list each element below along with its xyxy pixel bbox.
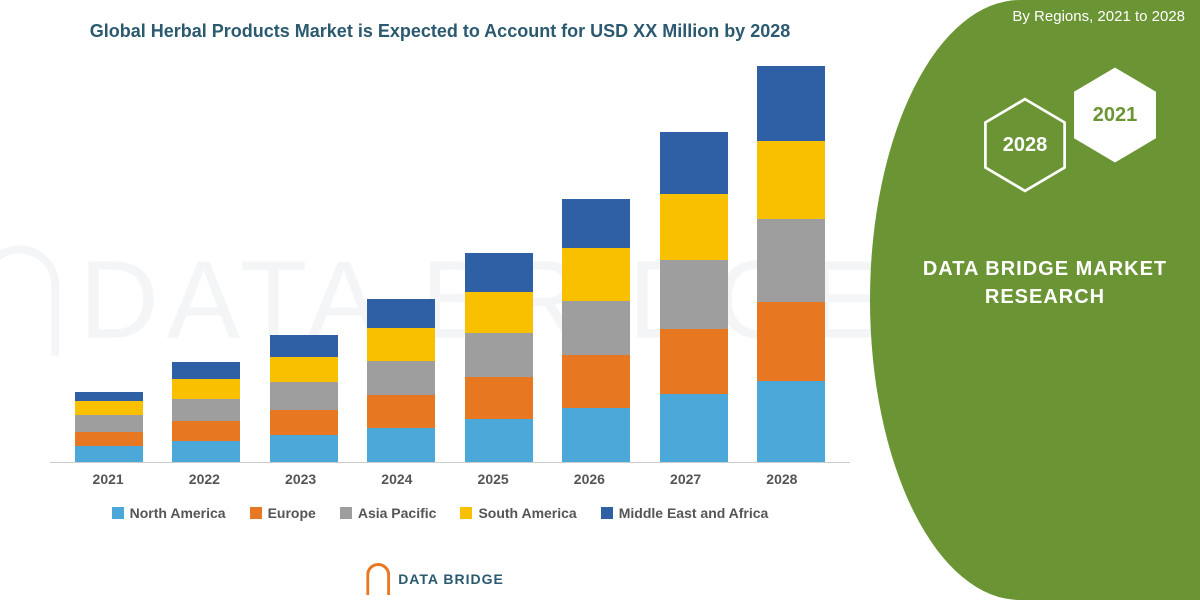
- right-panel-subtitle: By Regions, 2021 to 2028: [1012, 8, 1185, 25]
- legend-item: Middle East and Africa: [601, 505, 769, 521]
- bar-column: [660, 63, 728, 462]
- bars-container: [50, 63, 850, 462]
- bar-segment: [367, 361, 435, 396]
- x-axis-label: 2023: [267, 471, 335, 487]
- bar-column: [562, 63, 630, 462]
- bar-segment: [270, 357, 338, 382]
- bar-segment: [270, 335, 338, 357]
- bar-column: [172, 63, 240, 462]
- bar-segment: [465, 419, 533, 463]
- hexagon-2021: 2021: [1070, 65, 1160, 165]
- legend-label: Europe: [268, 505, 316, 521]
- hexagon-2028-icon: [980, 95, 1070, 195]
- right-panel: By Regions, 2021 to 2028 2028 2021 DATA …: [870, 0, 1200, 600]
- bar-segment: [757, 66, 825, 141]
- legend-item: South America: [460, 505, 576, 521]
- legend-label: Middle East and Africa: [619, 505, 769, 521]
- x-axis-label: 2028: [748, 471, 816, 487]
- bar-segment: [75, 415, 143, 431]
- hexagon-2021-label: 2021: [1093, 104, 1138, 127]
- bar-column: [757, 63, 825, 462]
- legend-swatch-icon: [460, 507, 472, 519]
- chart-legend: North America Europe Asia Pacific South Ame…: [40, 505, 840, 521]
- bar-segment: [270, 410, 338, 435]
- bar-segment: [465, 253, 533, 291]
- bar-segment: [172, 362, 240, 378]
- footer-logo-text: DATA BRIDGE: [398, 571, 504, 587]
- legend-item: Asia Pacific: [340, 505, 437, 521]
- bar-segment: [757, 141, 825, 219]
- legend-swatch-icon: [250, 507, 262, 519]
- bar-segment: [465, 292, 533, 334]
- bar-segment: [75, 446, 143, 462]
- chart-plot-area: [50, 63, 850, 463]
- bar-segment: [172, 441, 240, 463]
- legend-item: North America: [112, 505, 226, 521]
- bar-segment: [562, 301, 630, 356]
- bar-segment: [367, 328, 435, 361]
- chart-title: Global Herbal Products Market is Expecte…: [40, 20, 840, 43]
- hexagon-badges: 2028 2021: [980, 65, 1160, 205]
- x-axis-label: 2021: [74, 471, 142, 487]
- bar-segment: [660, 329, 728, 394]
- bar-segment: [562, 248, 630, 301]
- bar-segment: [660, 394, 728, 462]
- x-axis-label: 2024: [363, 471, 431, 487]
- bar-segment: [270, 382, 338, 409]
- brand-text: DATA BRIDGE MARKET RESEARCH: [920, 255, 1170, 311]
- legend-swatch-icon: [112, 507, 124, 519]
- bar-segment: [367, 395, 435, 428]
- bar-segment: [367, 428, 435, 463]
- footer-logo: DATA BRIDGE: [366, 563, 504, 595]
- bar-segment: [757, 302, 825, 380]
- bar-segment: [660, 194, 728, 259]
- x-axis-label: 2025: [459, 471, 527, 487]
- bar-column: [270, 63, 338, 462]
- x-axis-labels: 2021 2022 2023 2024 2025 2026 2027 2028: [40, 463, 840, 487]
- bar-segment: [75, 432, 143, 447]
- bar-column: [367, 63, 435, 462]
- bar-segment: [660, 132, 728, 194]
- bar-segment: [562, 199, 630, 248]
- hexagon-2028: 2028: [980, 95, 1070, 195]
- bar-segment: [465, 377, 533, 419]
- chart-section: DATA BRIDGE Global Herbal Products Marke…: [0, 0, 870, 600]
- x-axis-label: 2026: [555, 471, 623, 487]
- main-container: DATA BRIDGE Global Herbal Products Marke…: [0, 0, 1200, 600]
- bar-segment: [75, 392, 143, 401]
- bar-segment: [660, 260, 728, 329]
- x-axis-label: 2027: [652, 471, 720, 487]
- bar-segment: [172, 379, 240, 399]
- bar-column: [465, 63, 533, 462]
- bar-segment: [172, 399, 240, 421]
- legend-label: Asia Pacific: [358, 505, 437, 521]
- bar-segment: [562, 408, 630, 463]
- bar-segment: [757, 219, 825, 303]
- x-axis-label: 2022: [170, 471, 238, 487]
- legend-label: South America: [478, 505, 576, 521]
- bar-segment: [172, 421, 240, 441]
- bar-segment: [270, 435, 338, 462]
- footer-logo-icon: [366, 563, 390, 595]
- bar-segment: [757, 381, 825, 463]
- bar-segment: [562, 355, 630, 408]
- bar-column: [75, 63, 143, 462]
- legend-swatch-icon: [601, 507, 613, 519]
- bar-segment: [465, 333, 533, 377]
- legend-swatch-icon: [340, 507, 352, 519]
- bar-segment: [367, 299, 435, 328]
- legend-label: North America: [130, 505, 226, 521]
- bar-segment: [75, 401, 143, 416]
- legend-item: Europe: [250, 505, 316, 521]
